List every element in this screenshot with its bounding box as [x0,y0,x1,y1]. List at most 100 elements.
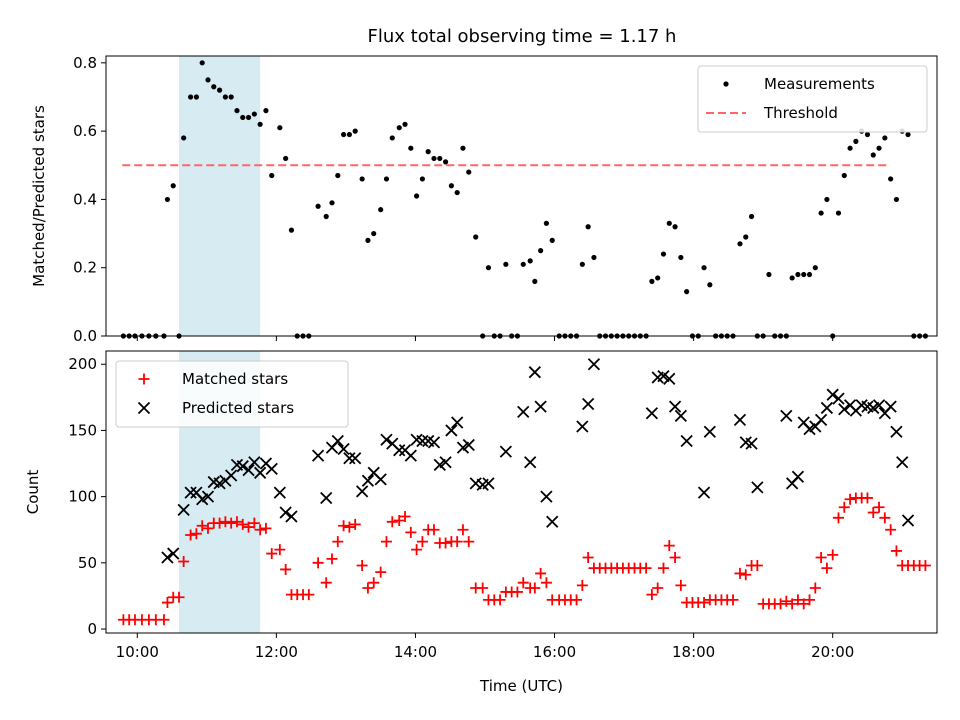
data-point [775,598,787,610]
data-point [743,234,749,240]
data-point [439,456,452,469]
data-point [419,176,426,182]
data-point [809,582,821,594]
legend-marker-measurements [723,81,729,87]
data-point [265,462,278,475]
data-point [792,594,804,606]
data-point [485,265,492,271]
data-point [280,563,292,575]
data-point [375,566,387,578]
data-point [841,172,847,179]
data-point [890,545,902,557]
data-point [652,582,664,594]
data-point [733,413,747,426]
data-point [582,397,595,411]
data-point [901,514,915,527]
data-point [196,520,208,532]
data-point [393,514,405,526]
x-tick-label: 16:00 [533,643,576,661]
data-point [751,481,764,494]
data-point [499,445,512,458]
data-point [340,131,347,138]
data-point [184,486,197,499]
data-point [905,131,911,138]
data-point [326,553,338,565]
data-point [349,452,362,465]
y-tick-label: 50 [78,554,97,572]
data-point [740,569,752,581]
data-point [427,436,441,449]
data-point [365,237,371,243]
data-point [402,121,408,127]
data-point [795,271,801,278]
data-point [243,521,255,533]
data-point [649,278,655,284]
data-point [448,183,454,189]
legend-label: Matched stars [182,370,288,388]
data-point [251,111,257,117]
data-point [893,196,900,203]
data-point [532,278,538,284]
data-point [236,460,249,473]
data-point [675,579,687,591]
data-point [219,516,231,528]
data-point [655,275,661,281]
data-point [847,145,853,151]
data-point [853,138,859,144]
data-point [445,424,458,437]
data-point [520,261,526,267]
x-tick-label: 18:00 [672,643,715,661]
data-point [873,501,885,513]
data-point [529,582,541,594]
data-point [861,492,873,504]
legend-label: Predicted stars [182,399,294,417]
data-point [266,548,278,560]
x-tick-label: 12:00 [255,643,298,661]
data-point [579,261,585,267]
y-tick-label: 0.6 [73,122,97,140]
y-tick-label: 0.2 [73,259,97,277]
data-point [645,407,659,420]
data-point [482,477,495,490]
data-point [277,125,283,131]
x-tick-label: 20:00 [811,643,854,661]
data-point [549,237,555,243]
y-tick-label: 100 [68,488,97,506]
data-point [311,449,325,462]
data-point [824,196,830,203]
data-point [838,501,850,513]
data-point [890,425,903,438]
data-point [362,582,374,594]
data-point [791,470,805,483]
data-point [349,518,361,530]
data-point [416,434,429,448]
bottom-panel: 0 50 100 150 200 10:00 12:00 14:00 16:00 18:00 20:… [24,350,938,695]
data-point [177,503,190,517]
data-point [380,433,393,446]
highlight-span [179,56,261,336]
data-point [571,594,583,606]
y-axis-label: Count [24,470,42,515]
data-point [337,442,350,456]
data-point [279,506,292,519]
data-point [167,547,180,560]
y-axis-label: Matched/Predicted stars [30,105,48,287]
data-point [273,486,286,499]
legend-label: Measurements [764,75,875,93]
data-point [214,517,226,529]
data-point [646,589,658,601]
data-point [786,598,798,610]
data-point [582,552,594,564]
x-tick-label: 10:00 [116,643,159,661]
y-tick-label: 0.0 [73,327,97,345]
data-point [383,176,390,182]
data-point [158,614,170,626]
data-point [451,416,464,429]
data-point [460,145,466,151]
data-point [389,135,395,141]
chart-title: Flux total observing time = 1.17 h [368,26,677,47]
data-point [503,261,509,267]
data-point [576,420,589,433]
top-panel: 0.0 0.2 0.4 0.6 0.8 Matched/Predicted stars Me… [30,54,938,345]
data-point [181,135,187,141]
